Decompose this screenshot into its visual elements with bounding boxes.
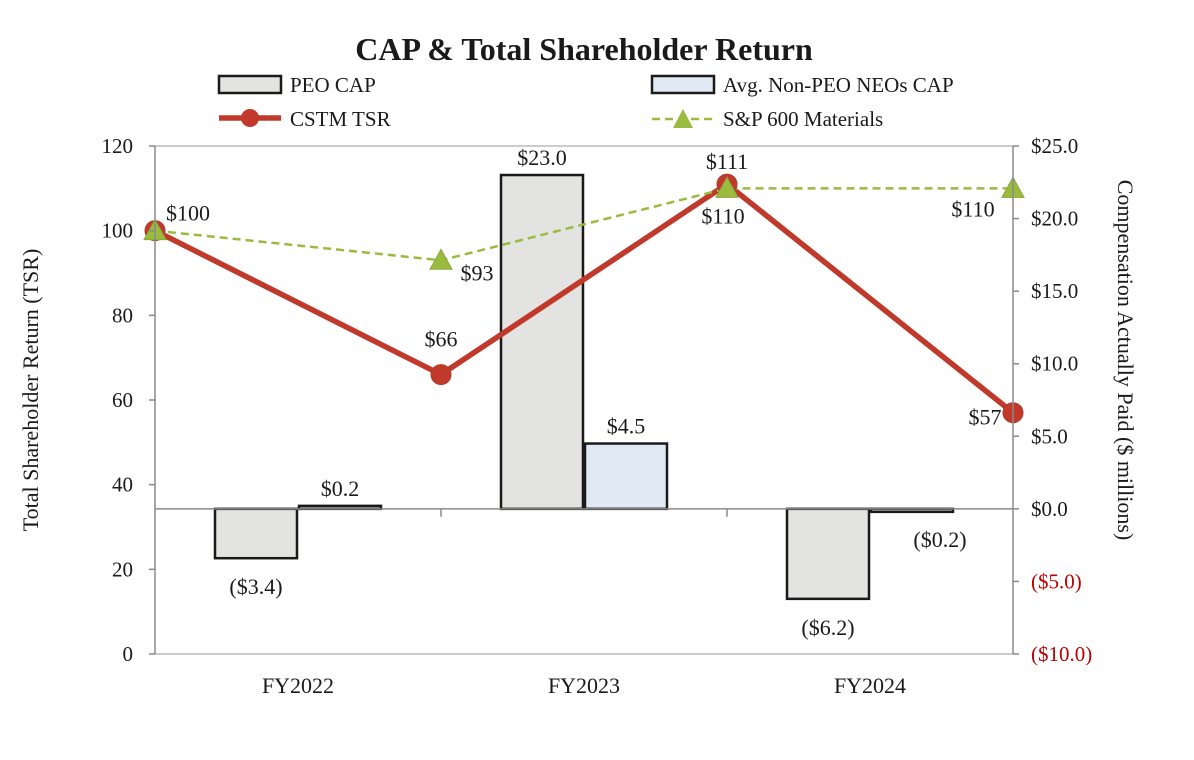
data-labels: ($3.4) $23.0 ($6.2) $0.2 $4.5 ($0.2) $100 $66 $1…: [166, 145, 1002, 640]
y-left-axis-title: Total Shareholder Return (TSR): [18, 249, 43, 532]
y-right-tick-label: ($10.0): [1031, 642, 1092, 666]
y-right-tick-label: $5.0: [1031, 424, 1068, 448]
legend-sp600-label: S&P 600 Materials: [723, 107, 883, 131]
y-right-tick-label: $15.0: [1031, 279, 1078, 303]
y-left-tick-label: 100: [102, 219, 134, 243]
legend-peo-cap-swatch: [217, 74, 283, 95]
y-right-tick-label: ($5.0): [1031, 569, 1082, 593]
axes: 0 20 40 60 80 100 120 ($10.0) ($5.0) $0.0 $5.0 $10.…: [18, 134, 1138, 698]
cstm-tsr-data-label: $66: [425, 327, 458, 352]
sp600-materials-data-label: $110: [701, 203, 744, 228]
bar-data-label: $23.0: [517, 145, 567, 170]
y-left-tick-label: 20: [112, 557, 133, 581]
chart-title: CAP & Total Shareholder Return: [355, 31, 813, 67]
y-left-tick-label: 120: [102, 134, 134, 158]
legend: PEO CAP Avg. Non-PEO NEOs CAP CSTM TSR S&P …: [217, 73, 954, 131]
bar-data-label: $4.5: [607, 414, 646, 439]
cstm-tsr-line: [153, 181, 1015, 415]
y-right-axis-title: Compensation Actually Paid ($ millions): [1113, 180, 1138, 541]
bar-peo-cap: [785, 507, 871, 601]
sp600-materials-data-label: $93: [461, 260, 494, 285]
y-right-tick-label: $20.0: [1031, 207, 1078, 231]
legend-cstm-tsr-label: CSTM TSR: [290, 107, 391, 131]
y-left-tick-label: 40: [112, 473, 133, 497]
cstm-tsr-marker: [430, 364, 452, 386]
x-category-label: FY2023: [548, 673, 620, 698]
legend-sp600-marker: [673, 109, 693, 128]
legend-peo-cap-label: PEO CAP: [290, 73, 376, 97]
y-left-tick-label: 80: [112, 303, 133, 327]
y-left-tick-label: 60: [112, 388, 133, 412]
sp600-materials-line: [154, 187, 1013, 262]
legend-neo-cap-swatch: [650, 74, 716, 95]
sp600-materials-data-label: $110: [951, 196, 994, 221]
cstm-tsr-data-label: $111: [706, 149, 748, 174]
cstm-tsr-data-label: $57: [969, 405, 1002, 430]
legend-cstm-tsr-marker: [241, 109, 259, 127]
bar-data-label: ($6.2): [801, 615, 854, 640]
bar-peo-cap: [213, 507, 299, 560]
bar-neo-cap: [583, 442, 669, 511]
legend-neo-cap-label: Avg. Non-PEO NEOs CAP: [723, 73, 954, 97]
bar-marks: [213, 173, 955, 601]
y-right-tick-label: $25.0: [1031, 134, 1078, 158]
bar-data-label: ($3.4): [229, 574, 282, 599]
cstm-tsr-data-label: $100: [166, 201, 210, 226]
bar-data-label: $0.2: [321, 476, 360, 501]
bar-data-label: ($0.2): [913, 527, 966, 552]
y-left-tick-label: 0: [123, 642, 134, 666]
y-right-tick-label: $10.0: [1031, 352, 1078, 376]
sp600-materials-marker: [429, 248, 453, 270]
sp600-materials-marker: [715, 176, 739, 198]
x-category-label: FY2022: [262, 673, 334, 698]
bar-peo-cap: [499, 173, 585, 511]
y-right-tick-label: $0.0: [1031, 497, 1068, 521]
x-category-label: FY2024: [834, 673, 906, 698]
